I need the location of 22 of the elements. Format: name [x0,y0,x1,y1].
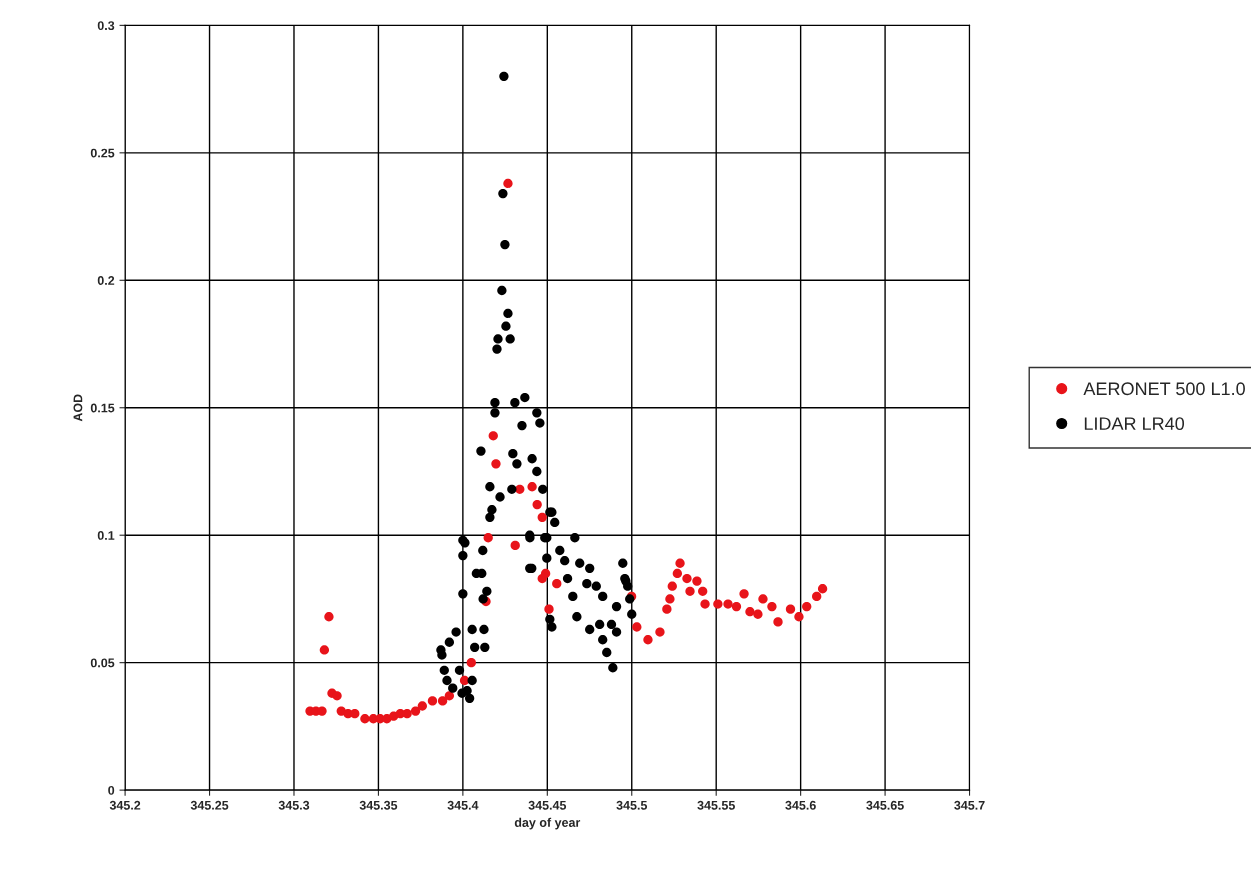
x-axis-title: day of year [514,817,581,830]
x-tick-label: 345.65 [866,800,904,810]
y-tick-label: 0.2 [97,276,115,285]
x-tick-label: 345.25 [190,800,229,810]
x-tick-label: 345.3 [278,800,310,810]
x-tick-label: 345.35 [359,800,398,810]
x-tick-label: 345.2 [109,800,141,810]
y-tick-label: 0.05 [90,658,115,668]
x-tick-label: 345.6 [785,800,816,810]
legend-label: AERONET 500 L1.0 [1083,382,1245,396]
x-tick-label: 345.45 [528,800,567,810]
y-tick-label: 0.1 [97,531,115,540]
y-tick-label: 0 [108,785,115,795]
x-tick-label: 345.5 [616,800,648,810]
y-tick-label: 0.25 [90,148,115,158]
x-tick-label: 345.7 [954,800,985,810]
x-tick-label: 345.4 [447,800,479,810]
y-tick-label: 0.3 [97,21,115,31]
y-tick-label: 0.15 [90,403,115,413]
legend-label: LIDAR LR40 [1084,417,1185,431]
x-tick-label: 345.55 [697,800,735,810]
y-axis-title: AOD [73,394,83,422]
